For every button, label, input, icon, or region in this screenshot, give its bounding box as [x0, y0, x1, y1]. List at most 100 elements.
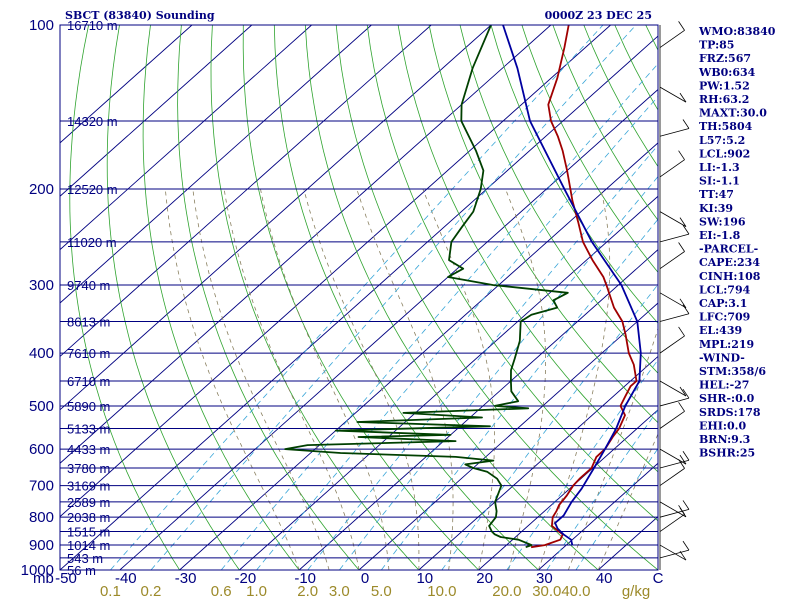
- sounding-time: 0000Z 23 DEC 25: [545, 9, 652, 22]
- wind-barb: [659, 86, 687, 103]
- dry-adiabat-line: [142, 25, 300, 570]
- height-label: 6710 m: [67, 374, 110, 389]
- wind-barb-flag: [679, 92, 687, 103]
- profile-lines: [284, 25, 642, 549]
- index-entry: -PARCEL-: [699, 243, 758, 256]
- isotherm-line: [60, 25, 432, 358]
- wind-barb: [659, 448, 687, 465]
- isotherm-line: [418, 355, 658, 570]
- height-label: 8613 m: [67, 315, 110, 330]
- index-entry: CAPE:234: [699, 256, 760, 269]
- wind-barb-flag: [678, 402, 685, 412]
- wind-barb-flag: [679, 298, 687, 309]
- height-label: 543 m: [67, 551, 103, 566]
- temperature-line: [530, 25, 638, 549]
- wind-barb: [659, 459, 690, 469]
- pressure-tick-label: 900: [29, 537, 54, 554]
- mixing-ratio-label: 0.1: [100, 583, 121, 600]
- wind-barb-flag: [682, 304, 690, 314]
- wind-barb: [659, 159, 685, 178]
- pressure-tick-label: 500: [29, 398, 54, 415]
- wind-barb: [659, 468, 685, 486]
- height-label: 2589 m: [67, 495, 110, 510]
- diagram-grid: [60, 25, 658, 570]
- pressure-tick-label: 700: [29, 478, 54, 495]
- dewpoint-line: [284, 25, 569, 549]
- mixing-ratio-label: 2.0: [297, 583, 318, 600]
- temperature-tick-label: -20: [235, 570, 257, 587]
- height-label: 56 m: [67, 563, 96, 578]
- mixing-ratio-label: 10.0: [427, 583, 456, 600]
- index-entry: RH:63.2: [699, 93, 749, 106]
- wind-barb-flag: [678, 326, 685, 337]
- isotherm-line: [119, 88, 658, 570]
- wind-barb-flag: [678, 505, 685, 515]
- index-entry: BRN:9.3: [699, 433, 750, 446]
- index-entry: TT:47: [699, 188, 734, 201]
- isotherm-line: [358, 302, 658, 570]
- isotherm-line: [239, 195, 658, 570]
- isotherm-line: [60, 25, 552, 464]
- index-entry: KI:39: [699, 202, 733, 215]
- wind-barb: [659, 251, 685, 270]
- mixing-ratio-label: 5.0: [371, 583, 392, 600]
- index-entry: EI:-1.8: [699, 229, 741, 242]
- wind-barb-flag: [682, 540, 690, 551]
- height-label: 2038 m: [67, 510, 110, 525]
- height-label: 3780 m: [67, 461, 110, 476]
- mixing-ratio-line: [307, 144, 658, 570]
- index-entry: LCL:794: [699, 283, 751, 296]
- dry-adiabat-line: [583, 25, 658, 168]
- index-entry: HEL:-27: [699, 379, 749, 392]
- pressure-tick-label: 1000: [21, 562, 54, 579]
- plot-frame: [59, 24, 659, 571]
- height-label: 1515 m: [67, 525, 110, 540]
- moist-adiabat-line: [567, 327, 658, 570]
- height-label: 1014 m: [67, 538, 110, 553]
- isotherm-line: [60, 25, 193, 144]
- mixing-ratio-label: 1.0: [246, 583, 267, 600]
- mixing-ratio-label: 40.0: [561, 583, 590, 600]
- pressure-tick-label: 600: [29, 441, 54, 458]
- pressure-unit-label: mb: [33, 570, 54, 587]
- height-label: 7610 m: [67, 346, 110, 361]
- index-entry: LFC:709: [699, 311, 750, 324]
- pressure-tick-label: 300: [29, 277, 54, 294]
- index-entry: WMO:83840: [698, 25, 776, 38]
- wind-barb-flag: [679, 217, 687, 227]
- mixing-ratio-label: 3.0: [329, 583, 350, 600]
- moist-adiabat-line: [164, 189, 300, 570]
- station-title: SBCT (83840) Sounding: [65, 9, 215, 22]
- isotherm-line: [298, 249, 658, 570]
- index-entry: CAP:3.1: [699, 297, 747, 310]
- wind-barb-flag: [679, 386, 687, 397]
- isotherm-line: [60, 25, 253, 197]
- index-entry: BSHR:25: [699, 447, 755, 460]
- index-entry: SRDS:178: [699, 406, 761, 419]
- wind-barb: [659, 397, 690, 407]
- moist-adiabat-line: [538, 189, 611, 570]
- celsius-corner-label: C: [653, 570, 664, 587]
- index-entry: PW:1.52: [699, 79, 750, 92]
- wind-barb: [659, 30, 685, 48]
- temperature-tick-label: -30: [175, 570, 197, 587]
- mixing-ratio-line: [150, 25, 637, 570]
- temperature-tick-label: 30: [536, 570, 553, 587]
- dry-adiabat-line: [304, 25, 599, 570]
- index-entry: -WIND-: [699, 351, 745, 364]
- index-entry: LI:-1.3: [699, 161, 740, 174]
- wind-barb-flag: [679, 454, 687, 465]
- isotherm-line: [538, 462, 658, 570]
- height-label: 5890 m: [67, 399, 110, 414]
- mixing-ratio-label: 30.0: [532, 583, 561, 600]
- wind-barb-flag: [678, 150, 685, 160]
- isotherm-line: [60, 25, 372, 304]
- wind-barbs: [659, 21, 690, 570]
- index-entry: WB0:634: [698, 66, 756, 79]
- index-entry: MAXT:30.0: [699, 107, 767, 120]
- height-label: 16710 m: [67, 18, 118, 33]
- isotherm-line: [60, 25, 492, 411]
- wind-barb-flag: [682, 119, 690, 129]
- pressure-tick-label: 100: [29, 17, 54, 34]
